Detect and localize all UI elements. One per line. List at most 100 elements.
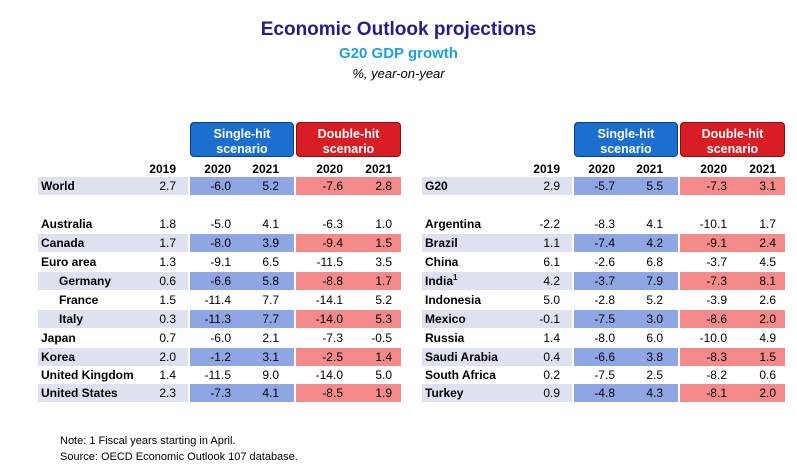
year-header: 2020	[588, 162, 615, 176]
data-cell: 1.7	[759, 217, 776, 231]
data-cell: -4.8	[594, 386, 615, 400]
blue-band	[190, 234, 294, 252]
red-band	[680, 234, 785, 252]
data-cell: 2.0	[759, 386, 776, 400]
row-label: United Kingdom	[41, 367, 134, 383]
data-cell: 1.4	[159, 368, 176, 382]
data-cell: 4.5	[759, 255, 776, 269]
row-label-text: Indonesia	[425, 293, 482, 307]
data-cell: 1.7	[375, 274, 392, 288]
data-cell: 2.0	[159, 350, 176, 364]
data-cell: -7.5	[594, 368, 615, 382]
data-cell: 7.7	[262, 312, 279, 326]
data-cell: 1.9	[375, 386, 392, 400]
data-cell: 1.5	[159, 293, 176, 307]
data-cell: -11.4	[204, 293, 231, 307]
data-cell: 1.5	[759, 350, 776, 364]
row-label: G20	[425, 178, 448, 194]
single-hit-scenario-header: Single-hit scenario	[574, 122, 678, 157]
row-label: United States	[41, 385, 118, 401]
blue-band	[574, 310, 678, 328]
chart-title: Economic Outlook projections	[260, 19, 537, 40]
data-cell: -8.5	[322, 386, 343, 400]
data-cell: 1.1	[543, 236, 560, 250]
year-header: 2021	[365, 162, 392, 176]
row-label-text: France	[59, 293, 99, 307]
data-cell: 7.9	[646, 274, 663, 288]
data-cell: 5.2	[375, 293, 392, 307]
row-label-text: Brazil	[425, 236, 458, 250]
data-cell: 5.8	[262, 274, 279, 288]
row-label: Euro area	[41, 254, 96, 270]
unit-label: %, year-on-year	[352, 66, 445, 81]
data-cell: -7.3	[210, 386, 231, 400]
blue-band	[574, 177, 678, 195]
data-cell: 0.6	[159, 274, 176, 288]
data-cell: -2.5	[322, 350, 343, 364]
year-header: 2021	[252, 162, 279, 176]
gray-band	[38, 384, 188, 402]
data-cell: -3.7	[594, 274, 615, 288]
footnote-marker: 1	[453, 273, 458, 282]
row-label: Italy	[59, 311, 83, 327]
table-row: World 2.7 -6.0 5.2 -7.6 2.8	[0, 177, 797, 195]
row-label: Russia	[425, 330, 464, 346]
year-header: 2021	[636, 162, 663, 176]
data-cell: 3.5	[375, 255, 392, 269]
table-row: France 1.5 -11.4 7.7 -14.1 5.2	[0, 291, 797, 309]
data-cell: -7.3	[706, 179, 727, 193]
data-cell: 5.5	[646, 179, 663, 193]
data-cell: 5.0	[375, 368, 392, 382]
table-row: Canada 1.7 -8.0 3.9 -9.4 1.5	[0, 234, 797, 252]
data-cell: 4.9	[759, 331, 776, 345]
table-row: Italy 0.3 -11.3 7.7 -14.0 5.3	[0, 310, 797, 328]
data-cell: 1.0	[375, 217, 392, 231]
blue-band	[574, 348, 678, 366]
gray-band	[422, 234, 572, 252]
row-label: Mexico	[425, 311, 466, 327]
data-cell: -6.6	[210, 274, 231, 288]
row-label-text: Germany	[59, 274, 112, 288]
data-cell: 2.1	[262, 331, 279, 345]
gray-band	[422, 272, 572, 290]
data-cell: -8.2	[706, 368, 727, 382]
data-cell: -10.0	[699, 331, 727, 345]
blue-band	[190, 310, 294, 328]
data-cell: -9.1	[210, 255, 231, 269]
data-cell: -3.9	[706, 293, 727, 307]
data-cell: 9.0	[262, 368, 279, 382]
data-cell: -5.0	[210, 217, 231, 231]
table-row: China 6.1 -2.6 6.8 -3.7 4.5	[0, 253, 797, 271]
data-cell: 3.9	[262, 236, 279, 250]
row-label-text: Saudi Arabia	[425, 350, 498, 364]
blue-band	[574, 234, 678, 252]
row-label: India1	[425, 273, 457, 289]
row-label: Japan	[41, 330, 76, 346]
table-row: Australia 1.8 -5.0 4.1 -6.3 1.0	[0, 215, 797, 233]
data-cell: 4.1	[646, 217, 663, 231]
data-cell: 1.5	[375, 236, 392, 250]
data-cell: -0.1	[539, 312, 560, 326]
table-row: Saudi Arabia 0.4 -6.6 3.8 -8.3 1.5	[0, 348, 797, 366]
table-row: Indonesia 5.0 -2.8 5.2 -3.9 2.6	[0, 291, 797, 309]
data-cell: -14.1	[315, 293, 343, 307]
data-cell: -7.5	[594, 312, 615, 326]
data-cell: 2.9	[543, 179, 560, 193]
row-label: France	[59, 292, 98, 308]
data-cell: 3.0	[646, 312, 663, 326]
red-band	[296, 384, 401, 402]
table-row: Brazil 1.1 -7.4 4.2 -9.1 2.4	[0, 234, 797, 252]
data-cell: -6.3	[322, 217, 343, 231]
data-cell: -8.8	[322, 274, 343, 288]
data-cell: 6.5	[262, 255, 279, 269]
row-label: Brazil	[425, 235, 458, 251]
data-cell: 1.4	[543, 331, 560, 345]
data-cell: 0.9	[543, 386, 560, 400]
data-cell: -14.0	[315, 312, 343, 326]
gray-band	[422, 348, 572, 366]
red-band	[296, 234, 401, 252]
data-cell: -8.0	[210, 236, 231, 250]
row-label: Indonesia	[425, 292, 481, 308]
row-label-text: Euro area	[41, 255, 97, 269]
double-hit-scenario-header: Double-hit scenario	[296, 122, 401, 157]
